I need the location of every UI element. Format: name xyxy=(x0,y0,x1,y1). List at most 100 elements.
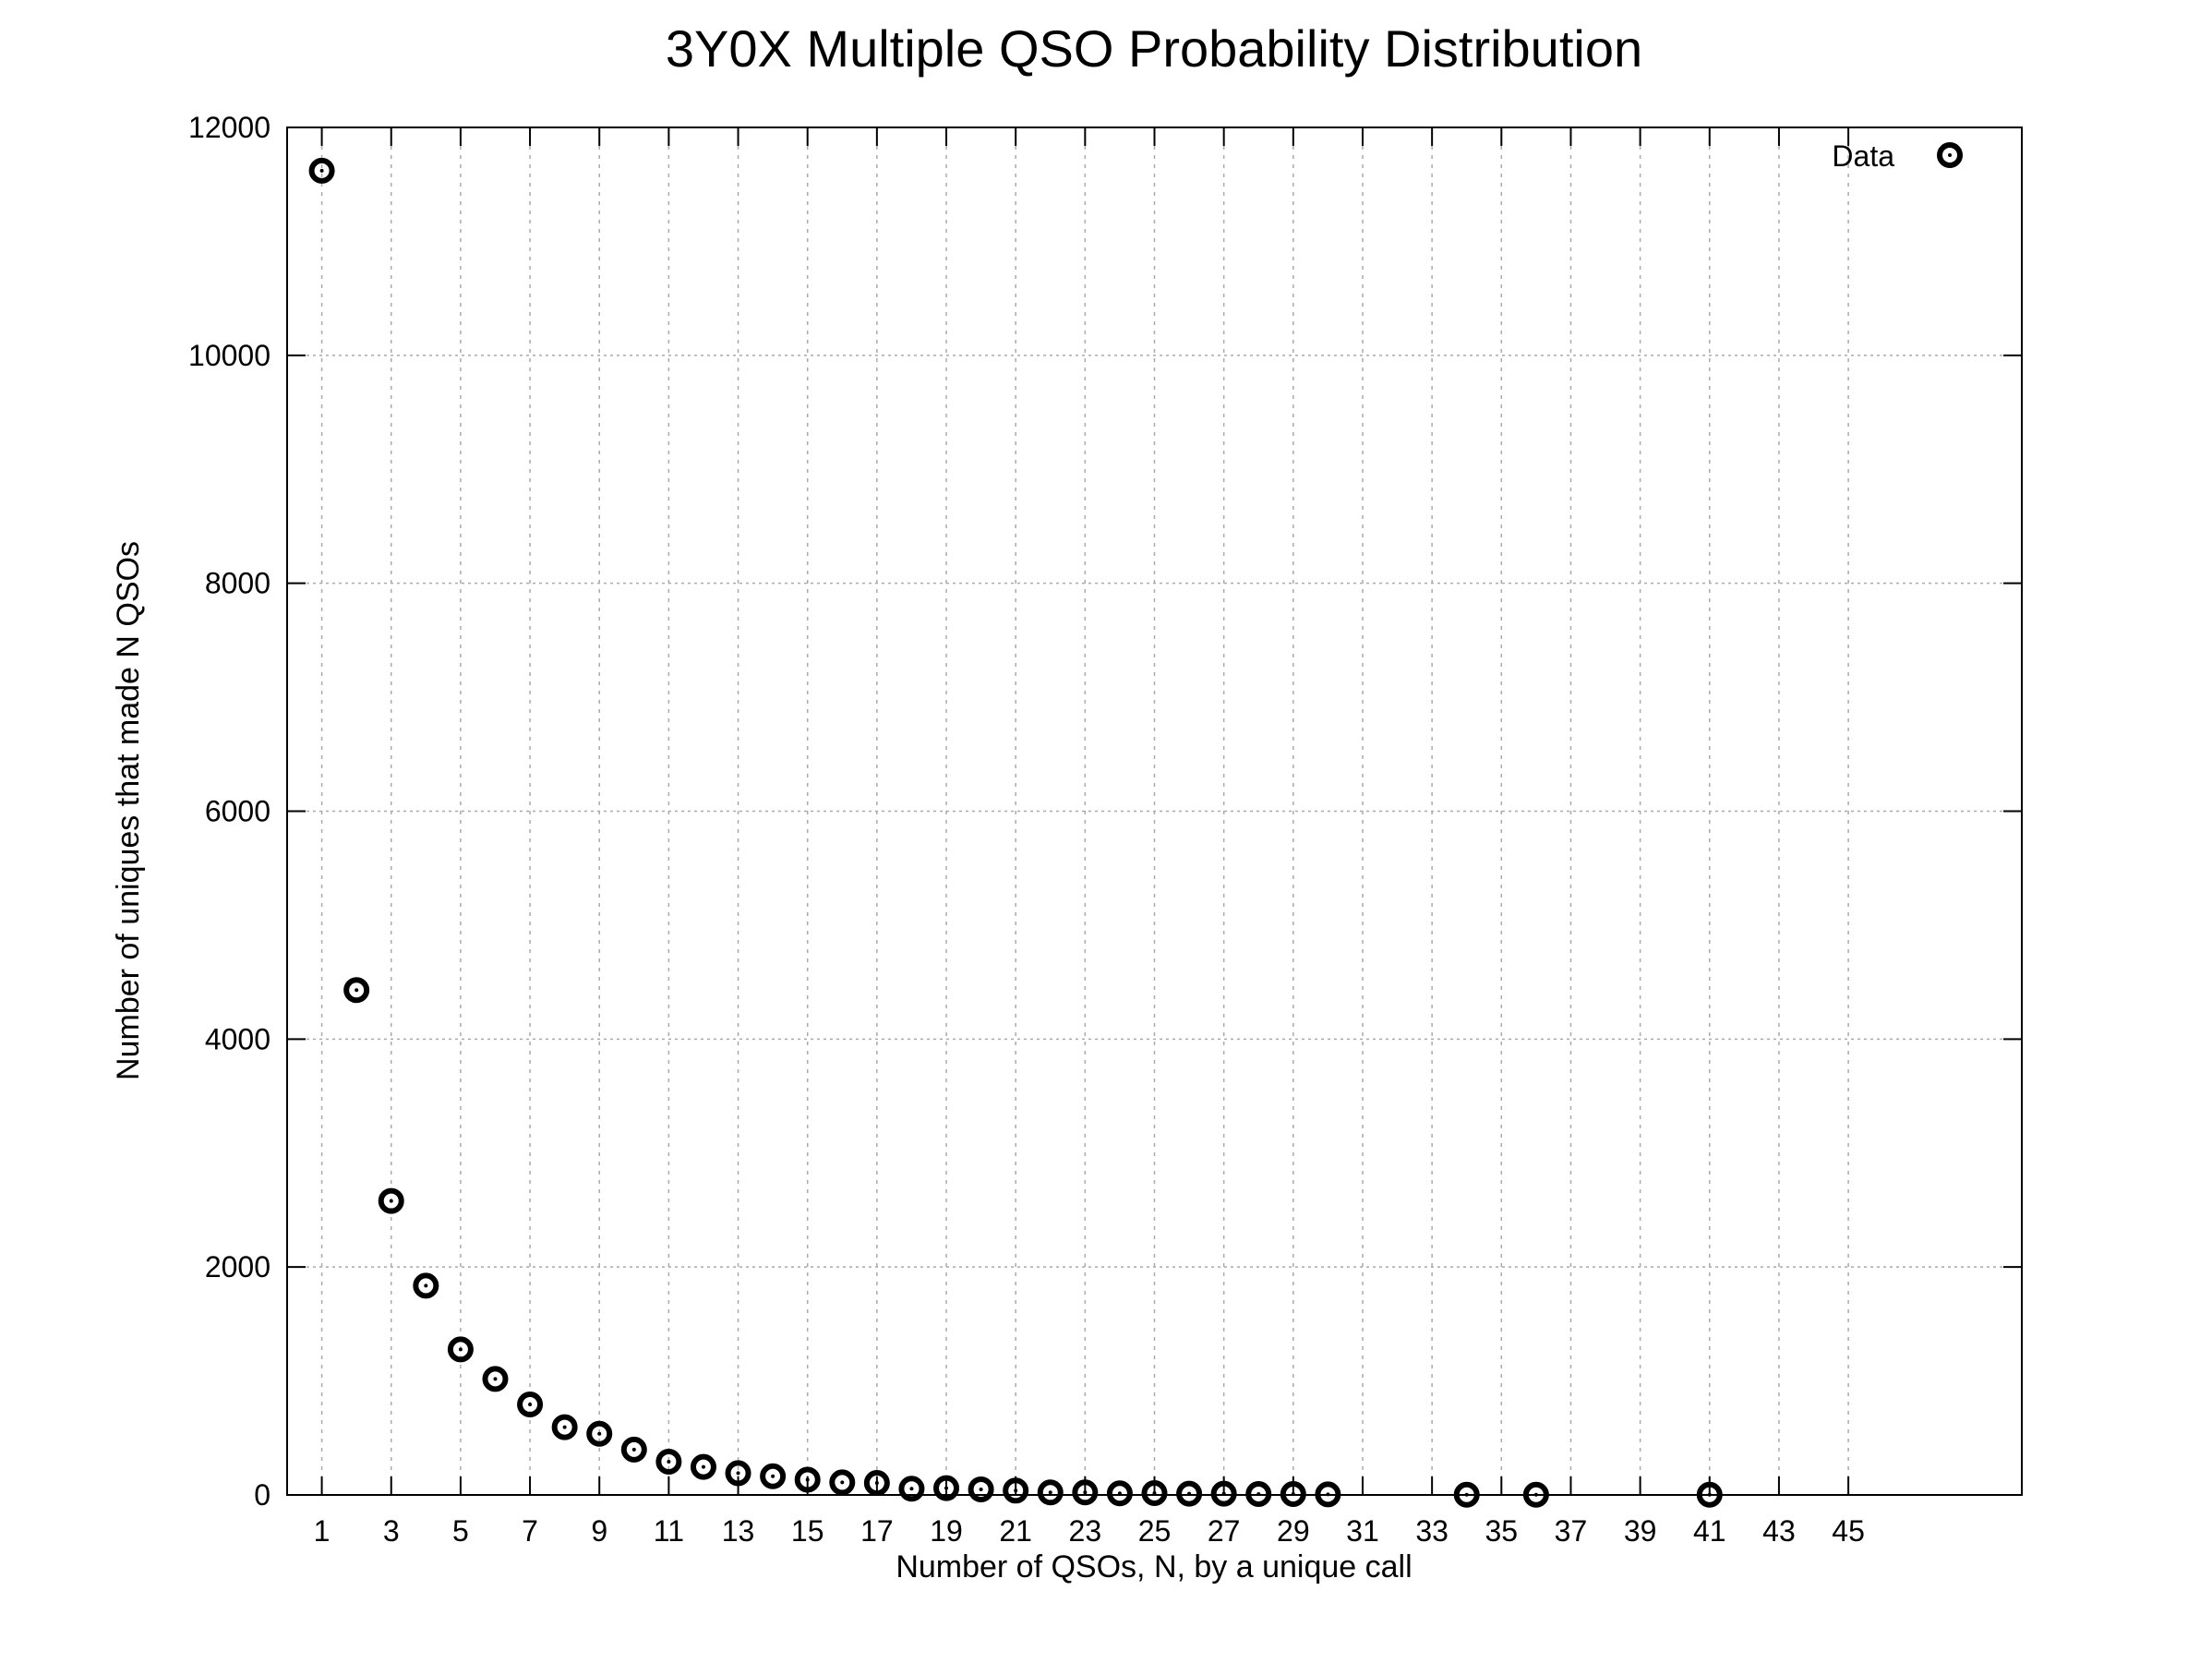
data-point xyxy=(863,1470,890,1497)
data-point xyxy=(1210,1480,1237,1507)
x-tick-label: 27 xyxy=(1208,1514,1241,1548)
data-point-dot xyxy=(1083,1490,1088,1495)
data-point-dot xyxy=(355,988,359,993)
legend: Data xyxy=(1832,139,1963,173)
data-point-dot xyxy=(562,1425,567,1429)
data-point xyxy=(1245,1481,1272,1508)
x-tick-label: 35 xyxy=(1485,1514,1519,1548)
data-point xyxy=(517,1392,544,1418)
x-tick-label: 3 xyxy=(383,1514,400,1548)
data-point xyxy=(794,1466,821,1493)
data-point xyxy=(1280,1481,1306,1508)
data-point xyxy=(620,1436,647,1463)
x-tick-label: 21 xyxy=(999,1514,1032,1548)
data-point-dot xyxy=(631,1447,636,1452)
data-point xyxy=(655,1448,682,1475)
data-point-dot xyxy=(1326,1492,1330,1497)
data-point xyxy=(1141,1480,1168,1507)
data-point xyxy=(1003,1477,1029,1504)
data-point xyxy=(586,1420,613,1447)
data-point xyxy=(898,1476,925,1502)
data-point-dot xyxy=(944,1486,949,1490)
x-tick-label: 37 xyxy=(1555,1514,1588,1548)
y-tick-label: 8000 xyxy=(205,567,270,600)
data-point xyxy=(690,1453,716,1480)
data-point-dot xyxy=(597,1431,602,1436)
x-tick-label: 9 xyxy=(591,1514,607,1548)
data-point xyxy=(760,1463,787,1489)
data-point xyxy=(343,977,370,1004)
data-point xyxy=(1106,1480,1133,1507)
x-tick-label: 1 xyxy=(314,1514,331,1548)
x-tick-label: 31 xyxy=(1346,1514,1379,1548)
data-point xyxy=(413,1272,439,1299)
data-point xyxy=(725,1460,751,1487)
data-point-dot xyxy=(1464,1492,1469,1497)
data-point xyxy=(1072,1479,1099,1506)
x-tick-label: 45 xyxy=(1832,1514,1865,1548)
data-point-dot xyxy=(1221,1491,1226,1496)
data-point xyxy=(551,1414,578,1440)
data-point-dot xyxy=(701,1464,705,1469)
data-point-dot xyxy=(1187,1491,1192,1496)
data-point-dot xyxy=(909,1487,914,1491)
data-point xyxy=(482,1366,509,1392)
legend-marker xyxy=(1937,142,1963,168)
data-point-dot xyxy=(1533,1492,1538,1497)
y-tick-label: 4000 xyxy=(205,1022,270,1055)
data-point xyxy=(968,1476,994,1502)
data-point-dot xyxy=(771,1474,775,1478)
x-tick-label: 41 xyxy=(1693,1514,1726,1548)
data-point xyxy=(447,1336,474,1363)
data-point-dot xyxy=(528,1403,533,1407)
y-tick-label: 12000 xyxy=(188,111,270,144)
data-point-dot xyxy=(736,1471,740,1476)
data-point xyxy=(1522,1481,1549,1508)
x-tick-label: 43 xyxy=(1762,1514,1796,1548)
data-point-dot xyxy=(458,1347,463,1352)
data-point-dot xyxy=(389,1199,393,1203)
x-tick-label: 19 xyxy=(930,1514,963,1548)
data-point-dot xyxy=(1707,1492,1712,1497)
data-point-dot xyxy=(493,1377,498,1381)
x-tick-label: 25 xyxy=(1138,1514,1172,1548)
data-point-dot xyxy=(1014,1488,1018,1493)
data-point xyxy=(1176,1480,1203,1507)
data-point xyxy=(378,1187,404,1214)
y-tick-label: 10000 xyxy=(188,339,270,372)
data-points xyxy=(308,157,1723,1508)
chart-title: 3Y0X Multiple QSO Probability Distributi… xyxy=(666,19,1642,78)
data-point xyxy=(933,1475,960,1501)
data-point-dot xyxy=(805,1477,810,1482)
data-point xyxy=(308,157,335,184)
legend-marker-dot xyxy=(1948,153,1952,157)
data-point xyxy=(1453,1481,1480,1508)
data-point-dot xyxy=(1291,1492,1295,1497)
y-axis-label: Number of uniques that made N QSOs xyxy=(111,541,146,1080)
x-tick-label: 11 xyxy=(654,1514,684,1548)
x-tick-label: 23 xyxy=(1069,1514,1102,1548)
y-tick-label: 0 xyxy=(254,1478,270,1512)
data-point-dot xyxy=(1256,1492,1261,1497)
y-tick-label: 6000 xyxy=(205,795,270,828)
grid-lines xyxy=(287,127,2022,1496)
data-point-dot xyxy=(1152,1491,1157,1496)
data-point-dot xyxy=(979,1487,983,1491)
data-point xyxy=(1315,1481,1341,1508)
data-point-dot xyxy=(840,1480,845,1485)
axis-ticks: 1 3 5 7 9 11 13 15 17 19 21 23 25 27 29 31 33 35 37 39 41 43 4… xyxy=(188,111,2022,1548)
data-point xyxy=(1037,1479,1064,1506)
data-point-dot xyxy=(1048,1490,1052,1495)
data-point xyxy=(1696,1481,1723,1508)
y-tick-label: 2000 xyxy=(205,1250,270,1283)
data-point-dot xyxy=(319,168,324,173)
x-tick-label: 17 xyxy=(860,1514,894,1548)
data-point xyxy=(829,1469,856,1496)
x-tick-label: 15 xyxy=(791,1514,824,1548)
x-tick-label: 39 xyxy=(1624,1514,1657,1548)
x-tick-label: 29 xyxy=(1277,1514,1310,1548)
x-tick-label: 5 xyxy=(452,1514,469,1548)
data-point-dot xyxy=(424,1283,428,1288)
x-tick-label: 7 xyxy=(522,1514,538,1548)
